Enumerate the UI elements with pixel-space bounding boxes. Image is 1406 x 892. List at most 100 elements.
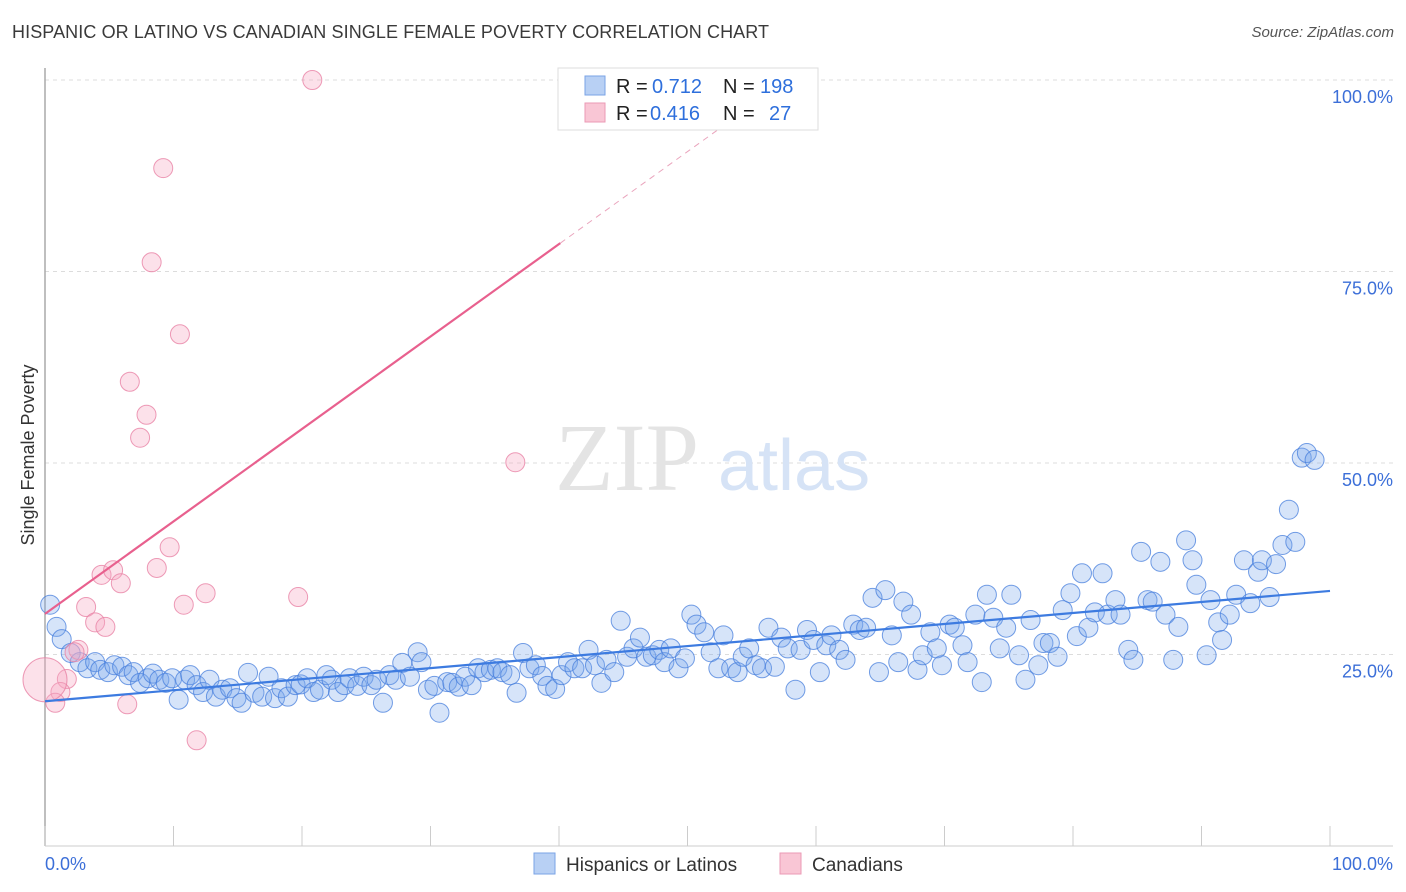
series-hispanics-points: [40, 443, 1325, 723]
hispanic-point: [1123, 649, 1144, 670]
hispanic-point: [1001, 584, 1022, 605]
hispanic-point: [713, 625, 734, 646]
canadian-point: [119, 371, 140, 392]
hispanic-point: [1071, 563, 1092, 584]
hispanic-point: [971, 672, 992, 693]
hispanic-point: [809, 662, 830, 683]
hispanic-point: [764, 656, 785, 677]
blue-swatch: [584, 75, 606, 96]
canadian-point: [117, 694, 138, 715]
hispanic-point: [1304, 449, 1325, 470]
hispanic-point: [353, 666, 374, 687]
hispanic-point: [1052, 600, 1073, 621]
hispanic-point: [888, 652, 909, 673]
hispanic-point: [694, 622, 715, 643]
hispanic-point: [1060, 583, 1081, 604]
hispanic-point: [1212, 629, 1233, 650]
hispanic-point: [843, 614, 864, 635]
hispanic-point: [957, 652, 978, 673]
hispanic-point: [856, 617, 877, 638]
hispanic-point: [944, 617, 965, 638]
hispanic-point: [537, 675, 558, 696]
hispanic-point: [1186, 574, 1207, 595]
canadian-point: [85, 612, 106, 633]
hispanic-point: [500, 665, 521, 686]
hispanic-point: [1150, 551, 1171, 572]
canadian-point: [110, 573, 131, 594]
hispanic-point: [1278, 499, 1299, 520]
hispanic-point: [1296, 443, 1317, 464]
hispanic-point: [1168, 616, 1189, 637]
hispanic-point: [1182, 550, 1203, 571]
x-tick-label-min: 0.0%: [45, 854, 86, 874]
hispanic-point: [437, 672, 458, 693]
hispanic-point: [1092, 563, 1113, 584]
hispanic-point: [411, 652, 432, 673]
hispanic-point: [681, 604, 702, 625]
n-value: 27: [769, 103, 791, 125]
hispanic-point: [636, 646, 657, 667]
hispanic-point: [1015, 669, 1036, 690]
canadian-point: [130, 427, 151, 448]
hispanic-point: [1176, 530, 1197, 551]
canadian-point: [45, 692, 66, 713]
r-label: R =: [616, 103, 648, 125]
hispanic-point: [668, 658, 689, 679]
x-tick-label-max: 100.0%: [1332, 854, 1393, 874]
canadian-point: [153, 158, 174, 179]
canadian-point: [186, 730, 207, 751]
hispanic-point: [1028, 655, 1049, 676]
hispanic-point: [752, 658, 773, 679]
hispanic-point: [1066, 626, 1087, 647]
hispanic-point: [727, 662, 748, 683]
canadian-point: [136, 404, 157, 425]
canadian-point: [302, 70, 323, 90]
hispanic-point: [429, 702, 450, 723]
axes: [44, 68, 1393, 847]
hispanic-point: [785, 679, 806, 700]
hispanic-point: [604, 662, 625, 683]
hispanic-point: [629, 627, 650, 648]
hispanic-point: [1078, 617, 1099, 638]
hispanic-point: [965, 604, 986, 625]
hispanic-point: [952, 635, 973, 656]
hispanic-point: [686, 614, 707, 635]
hispanic-point: [399, 666, 420, 687]
hispanic-point: [1272, 534, 1293, 555]
hispanic-point: [168, 689, 189, 710]
hispanic-point: [875, 580, 896, 601]
hispanic-point: [407, 642, 428, 663]
hispanic-point: [777, 638, 798, 659]
y-axis-label: Single Female Poverty: [18, 364, 38, 545]
canadian-point: [95, 616, 116, 637]
hispanic-point: [1131, 541, 1152, 562]
y-tick-label: 75.0%: [1342, 279, 1393, 299]
hispanic-point: [551, 665, 572, 686]
hispanic-point: [180, 665, 201, 686]
hispanic-point: [1233, 550, 1254, 571]
hispanic-point: [584, 655, 605, 676]
canadian-point: [50, 682, 71, 703]
hispanic-point: [893, 591, 914, 612]
hispanic-point: [424, 675, 445, 696]
hispanic-point: [591, 672, 612, 693]
hispanic-point: [238, 662, 259, 683]
bottom-legend: Hispanics or Latinos Canadians: [533, 852, 903, 876]
hispanic-point: [996, 617, 1017, 638]
canadian-trend-line: [44, 242, 561, 615]
hispanic-point: [1009, 645, 1030, 666]
canadian-point: [288, 587, 309, 608]
chart-title: HISPANIC OR LATINO VS CANADIAN SINGLE FE…: [12, 22, 770, 42]
n-value: 198: [760, 76, 793, 98]
hispanic-point: [220, 678, 241, 699]
hispanic-point: [162, 668, 183, 689]
hispanic-trend-line: [44, 589, 1331, 703]
hispanic-point: [835, 649, 856, 670]
hispanic-point: [513, 642, 534, 663]
n-label: N =: [723, 103, 755, 125]
legend-canadians-label: Canadians: [812, 855, 903, 876]
canadian-point: [169, 324, 190, 345]
hispanic-point: [1118, 639, 1139, 660]
hispanic-point: [976, 584, 997, 605]
